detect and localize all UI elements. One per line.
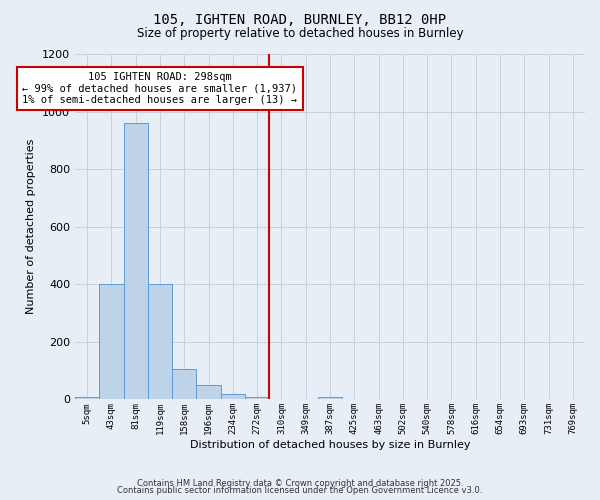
Bar [196, 385, 221, 400]
Text: Contains HM Land Registry data © Crown copyright and database right 2025.: Contains HM Land Registry data © Crown c… [137, 478, 463, 488]
Bar [99, 284, 124, 400]
Text: 105 IGHTEN ROAD: 298sqm
← 99% of detached houses are smaller (1,937)
1% of semi-: 105 IGHTEN ROAD: 298sqm ← 99% of detache… [23, 72, 298, 105]
Text: Size of property relative to detached houses in Burnley: Size of property relative to detached ho… [137, 28, 463, 40]
Text: 105, IGHTEN ROAD, BURNLEY, BB12 0HP: 105, IGHTEN ROAD, BURNLEY, BB12 0HP [154, 12, 446, 26]
Bar [318, 396, 342, 400]
Bar [245, 396, 269, 400]
Bar [148, 284, 172, 400]
Text: Contains public sector information licensed under the Open Government Licence v3: Contains public sector information licen… [118, 486, 482, 495]
Bar [124, 123, 148, 400]
Y-axis label: Number of detached properties: Number of detached properties [26, 139, 37, 314]
Bar [172, 369, 196, 400]
Bar [221, 394, 245, 400]
Bar [75, 396, 99, 400]
X-axis label: Distribution of detached houses by size in Burnley: Distribution of detached houses by size … [190, 440, 470, 450]
